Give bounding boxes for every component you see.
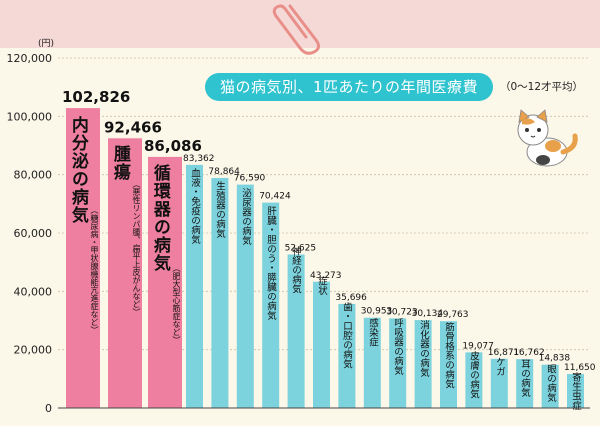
y-tick-label: 40,000 <box>14 285 53 298</box>
bar <box>465 352 483 408</box>
y-tick-label: 120,000 <box>7 52 53 65</box>
value-label: 92,466 <box>104 118 162 136</box>
value-label: 70,424 <box>259 192 291 202</box>
value-label: 30,953 <box>361 307 393 317</box>
value-label: 76,590 <box>234 174 266 184</box>
category-label-reproductive: 生殖器の病気 <box>213 181 225 238</box>
category-label-endocrine: 内分泌の病気 <box>67 116 88 224</box>
value-label: 30,134 <box>412 309 444 319</box>
value-label: 43,273 <box>310 271 342 281</box>
y-tick-label: 60,000 <box>14 227 53 240</box>
bar <box>490 358 508 408</box>
category-label-blood-immune: 血液・免疫の病気 <box>188 168 200 244</box>
bar <box>363 317 381 408</box>
category-label-liver: 肝臓・胆のう・膵臓の病気 <box>264 206 276 320</box>
value-label: 29,763 <box>437 310 469 320</box>
value-label: 11,650 <box>564 363 596 373</box>
bar <box>313 281 330 408</box>
y-tick-label: 0 <box>45 402 52 415</box>
paperclip-icon <box>272 4 321 55</box>
category-label-ear: 耳の病気 <box>518 359 530 397</box>
value-label: 83,362 <box>183 154 215 164</box>
category-label-circulatory: 循環器の病気 <box>149 164 170 272</box>
bar <box>567 374 584 408</box>
category-label-dental: 歯・口腔の病気 <box>340 302 352 369</box>
category-label-musculoskeletal: 筋骨格系の病気 <box>442 322 454 389</box>
bar <box>66 108 100 409</box>
category-label-respiratory: 呼吸器の病気 <box>391 318 403 375</box>
value-label: 52,625 <box>285 244 317 254</box>
value-label: 19,077 <box>462 341 494 351</box>
category-note-tumor: （悪性リンパ腫、扁平上皮がんなど） <box>132 180 141 316</box>
bar <box>186 164 203 408</box>
category-label-tumor: 腫瘍 <box>109 145 130 181</box>
bar <box>516 359 534 408</box>
category-label-infection: 感染症 <box>366 318 378 347</box>
bar <box>389 318 407 408</box>
bar <box>211 177 229 408</box>
category-label-symptom: 症状 <box>315 276 327 295</box>
chart-subtitle: （0〜12才平均） <box>500 81 584 93</box>
y-unit-label: (円) <box>38 38 54 49</box>
value-label: 86,086 <box>144 137 202 155</box>
y-tick-label: 20,000 <box>14 344 53 357</box>
value-label: 35,696 <box>335 293 367 303</box>
bar <box>440 321 457 408</box>
value-label: 102,826 <box>62 88 130 106</box>
cat-illustration <box>517 109 578 167</box>
bar <box>262 202 280 408</box>
bar <box>338 303 356 408</box>
y-tick-label: 80,000 <box>14 169 53 182</box>
y-tick-label: 100,000 <box>7 110 53 123</box>
value-label: 30,723 <box>386 307 418 317</box>
category-label-digestive: 消化器の病気 <box>417 320 429 377</box>
category-label-injury: ケガ <box>493 357 505 376</box>
top-band <box>0 0 600 48</box>
category-label-urinary: 泌尿器の病気 <box>239 188 251 245</box>
bar <box>414 320 432 408</box>
bar <box>287 254 305 408</box>
category-label-skin: 皮膚の病気 <box>467 351 479 399</box>
value-label: 78,864 <box>208 167 240 177</box>
category-label-parasite: 寄生虫症 <box>569 372 581 410</box>
bar <box>148 156 182 408</box>
value-label: 14,838 <box>539 354 571 364</box>
category-label-eye: 眼の病気 <box>544 364 556 402</box>
category-note-endocrine: （糖尿病・甲状腺機能亢進症など） <box>90 206 99 334</box>
bar <box>236 184 254 408</box>
category-note-circulatory: （肥大型心筋症など） <box>172 264 181 344</box>
value-label: 16,762 <box>513 348 545 358</box>
chart-title: 猫の病気別、1匹あたりの年間医療費 <box>205 73 493 101</box>
bar <box>108 138 142 408</box>
category-label-nerve: 神経の病気 <box>289 246 301 294</box>
value-label: 16,871 <box>488 348 520 358</box>
bar <box>541 364 559 408</box>
